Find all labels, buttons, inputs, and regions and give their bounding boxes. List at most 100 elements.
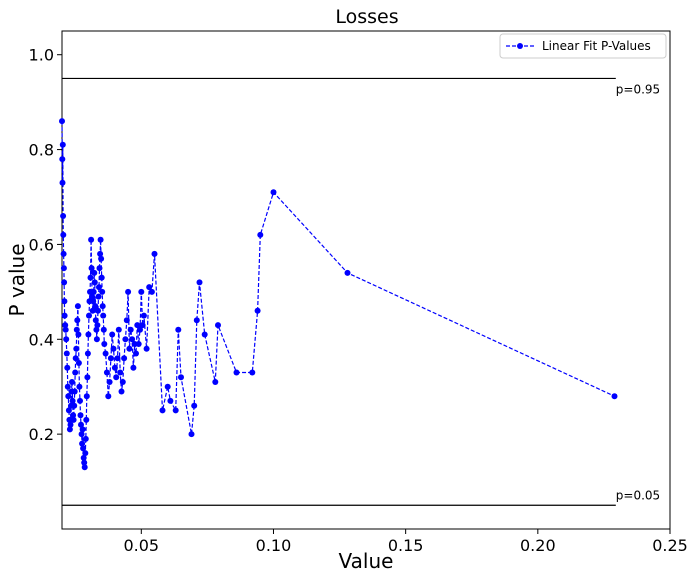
data-point: [140, 312, 147, 319]
data-point: [89, 307, 96, 314]
series-layer: [59, 118, 618, 471]
data-point: [257, 231, 264, 238]
data-point: [77, 397, 83, 404]
data-point: [70, 412, 77, 419]
data-point: [191, 402, 198, 409]
data-point: [73, 326, 80, 333]
data-point: [85, 331, 92, 338]
chart-title: Losses: [335, 6, 398, 28]
data-point: [74, 303, 81, 310]
data-point: [98, 255, 105, 262]
y-tick-label: 0.6: [29, 235, 54, 254]
data-point: [60, 265, 67, 272]
reference-lines: p=0.95 p=0.05: [62, 77, 660, 506]
data-point: [215, 322, 221, 329]
data-point: [126, 345, 133, 352]
data-point: [59, 141, 66, 148]
data-point: [97, 250, 104, 257]
data-point: [172, 407, 179, 414]
data-point: [71, 402, 78, 409]
data-point: [164, 383, 171, 390]
data-point: [344, 269, 351, 276]
data-point: [59, 156, 66, 163]
y-axis-ticks: 0.2 0.4 0.6 0.8 1.0: [29, 46, 62, 444]
data-point: [114, 355, 121, 362]
data-point: [270, 189, 277, 196]
data-point: [83, 416, 90, 423]
data-point: [65, 407, 72, 414]
y-tick-label: 0.2: [29, 425, 54, 444]
data-point: [146, 284, 153, 291]
data-point: [63, 350, 70, 357]
data-point: [97, 236, 104, 243]
data-point: [167, 397, 174, 404]
data-point: [90, 288, 97, 295]
legend-box: [499, 33, 667, 59]
data-point: [81, 459, 88, 466]
data-point: [83, 393, 90, 400]
data-point: [65, 393, 72, 400]
data-point: [69, 379, 75, 385]
data-point: [119, 379, 126, 385]
x-tick-label: 0.15: [388, 536, 424, 555]
data-point: [201, 331, 208, 338]
data-point: [84, 350, 91, 357]
data-point: [62, 322, 69, 329]
x-axis-ticks: 0.05 0.10 0.15 0.20 0.25: [123, 529, 688, 555]
data-point: [91, 269, 98, 276]
data-point: [69, 397, 76, 404]
data-point: [122, 336, 129, 343]
data-point: [193, 317, 200, 324]
data-point: [94, 322, 101, 329]
data-point: [79, 440, 86, 447]
data-point: [95, 293, 102, 300]
data-point: [61, 298, 68, 305]
data-point: [117, 369, 124, 376]
data-point: [99, 288, 106, 295]
data-point: [100, 326, 107, 333]
data-point: [92, 317, 99, 324]
data-point: [139, 322, 146, 329]
data-point: [135, 341, 142, 347]
data-point: [74, 317, 81, 324]
data-point: [80, 454, 87, 461]
data-point: [99, 303, 106, 310]
data-point: [130, 364, 137, 371]
data-point: [59, 179, 66, 186]
data-point: [188, 431, 195, 438]
legend-label: Linear Fit P-Values: [542, 39, 651, 53]
data-point: [102, 350, 109, 357]
x-tick-label: 0.20: [520, 536, 556, 555]
data-point: [107, 355, 114, 362]
data-point: [143, 345, 150, 352]
data-point: [113, 374, 120, 381]
reference-line-label: p=0.05: [616, 488, 660, 502]
data-point: [90, 298, 97, 305]
data-point: [110, 345, 117, 352]
data-point: [134, 322, 141, 329]
data-point: [127, 326, 134, 333]
data-point: [138, 288, 145, 295]
data-point: [60, 250, 67, 257]
data-point: [76, 383, 83, 390]
plot-area: [61, 30, 671, 530]
data-point: [87, 274, 94, 281]
data-point: [91, 279, 98, 286]
data-point: [72, 369, 79, 376]
data-point: [159, 407, 166, 414]
data-point: [93, 326, 100, 333]
x-tick-label: 0.10: [256, 536, 292, 555]
data-point: [71, 388, 78, 395]
data-point: [98, 274, 105, 281]
x-tick-label: 0.25: [652, 536, 688, 555]
data-point: [106, 379, 113, 385]
data-point: [72, 355, 79, 362]
data-point: [212, 379, 219, 385]
data-point: [123, 317, 130, 324]
data-point: [78, 431, 85, 438]
data-point: [82, 435, 89, 442]
data-point: [78, 421, 84, 428]
data-point: [254, 307, 261, 314]
data-point: [196, 279, 203, 286]
